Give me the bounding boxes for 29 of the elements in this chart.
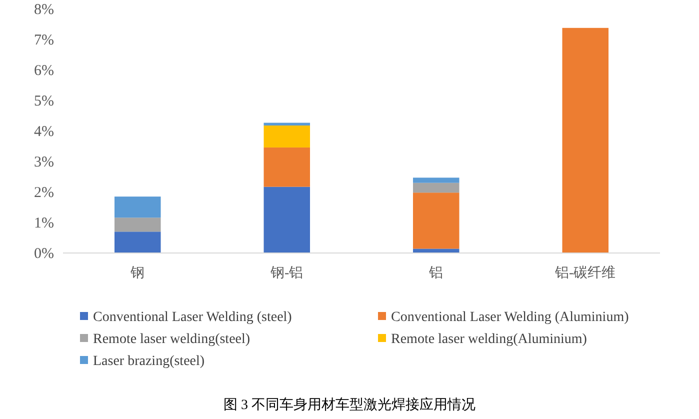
y-tick-label: 1% [34, 216, 54, 232]
y-tick-label: 2% [34, 185, 54, 201]
x-tick-label: 钢 [130, 265, 145, 281]
bar [412, 178, 460, 183]
legend-label: Laser brazing(steel) [93, 354, 205, 369]
legend-label: Remote laser welding(steel) [93, 332, 250, 347]
y-tick-label: 4% [34, 124, 54, 140]
y-tick-label: 5% [34, 94, 54, 110]
bar [114, 232, 161, 253]
y-tick-label: 3% [34, 154, 54, 170]
legend-label: Conventional Laser Welding (Aluminium) [391, 310, 630, 325]
bar [562, 28, 609, 253]
y-tick-label: 0% [34, 246, 54, 262]
bar [412, 182, 460, 193]
x-tick-label: 铝-碳纤维 [554, 265, 616, 281]
bar [114, 196, 161, 218]
y-tick-label: 6% [34, 63, 54, 79]
bar [114, 218, 161, 232]
bar [264, 186, 310, 253]
y-tick-label: 7% [34, 32, 54, 48]
bar [412, 192, 460, 249]
caption: 图 3 不同车身用材车型激光焊接应用情况 [224, 397, 476, 413]
bar [264, 122, 310, 126]
legend-label: Conventional Laser Welding (steel) [93, 310, 292, 325]
y-tick-label: 8% [34, 2, 54, 18]
x-tick-label: 铝 [428, 265, 444, 281]
bar [412, 248, 460, 253]
legend-label: Remote laser welding(Aluminium) [391, 332, 588, 347]
x-tick-label: 钢-铝 [270, 265, 304, 281]
